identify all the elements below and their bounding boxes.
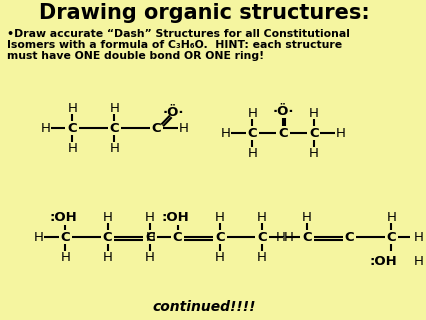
Text: C: C bbox=[103, 231, 112, 244]
Text: H: H bbox=[247, 147, 257, 160]
Text: H: H bbox=[412, 231, 422, 244]
Text: :OH: :OH bbox=[49, 211, 77, 224]
Text: H: H bbox=[275, 231, 285, 244]
Text: H: H bbox=[386, 211, 395, 224]
Text: H: H bbox=[178, 122, 188, 135]
Text: C: C bbox=[344, 231, 353, 244]
Text: C: C bbox=[173, 231, 182, 244]
Text: C: C bbox=[151, 122, 161, 135]
Text: •Draw accurate “Dash” Structures for all Constitutional: •Draw accurate “Dash” Structures for all… bbox=[7, 29, 349, 39]
Text: H: H bbox=[214, 251, 224, 264]
Text: continued!!!!: continued!!!! bbox=[153, 300, 256, 314]
Text: C: C bbox=[386, 231, 395, 244]
Text: C: C bbox=[278, 127, 287, 140]
Text: H: H bbox=[256, 211, 266, 224]
Text: ·Ö·: ·Ö· bbox=[272, 105, 293, 118]
Text: H: H bbox=[60, 251, 70, 264]
Text: H: H bbox=[220, 127, 230, 140]
Text: H: H bbox=[144, 211, 154, 224]
Text: H: H bbox=[109, 102, 119, 115]
Text: ·Ö·: ·Ö· bbox=[163, 106, 184, 119]
Text: Drawing organic structures:: Drawing organic structures: bbox=[39, 3, 369, 23]
Text: C: C bbox=[67, 122, 77, 135]
Text: H: H bbox=[144, 251, 154, 264]
Text: H: H bbox=[247, 107, 257, 120]
Text: C: C bbox=[60, 231, 70, 244]
Text: H: H bbox=[308, 147, 318, 160]
Text: C: C bbox=[145, 231, 154, 244]
Text: H: H bbox=[67, 102, 77, 115]
Text: H: H bbox=[146, 231, 155, 244]
Text: H: H bbox=[34, 231, 43, 244]
Text: must have ONE double bond OR ONE ring!: must have ONE double bond OR ONE ring! bbox=[7, 51, 264, 61]
Text: H: H bbox=[283, 231, 293, 244]
Text: H: H bbox=[308, 107, 318, 120]
Text: :OH: :OH bbox=[161, 211, 189, 224]
Text: :OH: :OH bbox=[369, 255, 397, 268]
Text: C: C bbox=[215, 231, 224, 244]
Text: H: H bbox=[335, 127, 345, 140]
Text: Isomers with a formula of C₃H₆O.  HINT: each structure: Isomers with a formula of C₃H₆O. HINT: e… bbox=[7, 40, 341, 50]
Text: C: C bbox=[247, 127, 256, 140]
Text: H: H bbox=[40, 122, 50, 135]
Text: H: H bbox=[412, 255, 422, 268]
Text: H: H bbox=[109, 142, 119, 155]
Text: H: H bbox=[302, 211, 311, 224]
Text: H: H bbox=[103, 251, 112, 264]
Text: C: C bbox=[256, 231, 266, 244]
Text: H: H bbox=[256, 251, 266, 264]
Text: H: H bbox=[214, 211, 224, 224]
Text: C: C bbox=[302, 231, 311, 244]
Text: C: C bbox=[109, 122, 119, 135]
Text: H: H bbox=[67, 142, 77, 155]
Text: H: H bbox=[103, 211, 112, 224]
Text: C: C bbox=[308, 127, 318, 140]
